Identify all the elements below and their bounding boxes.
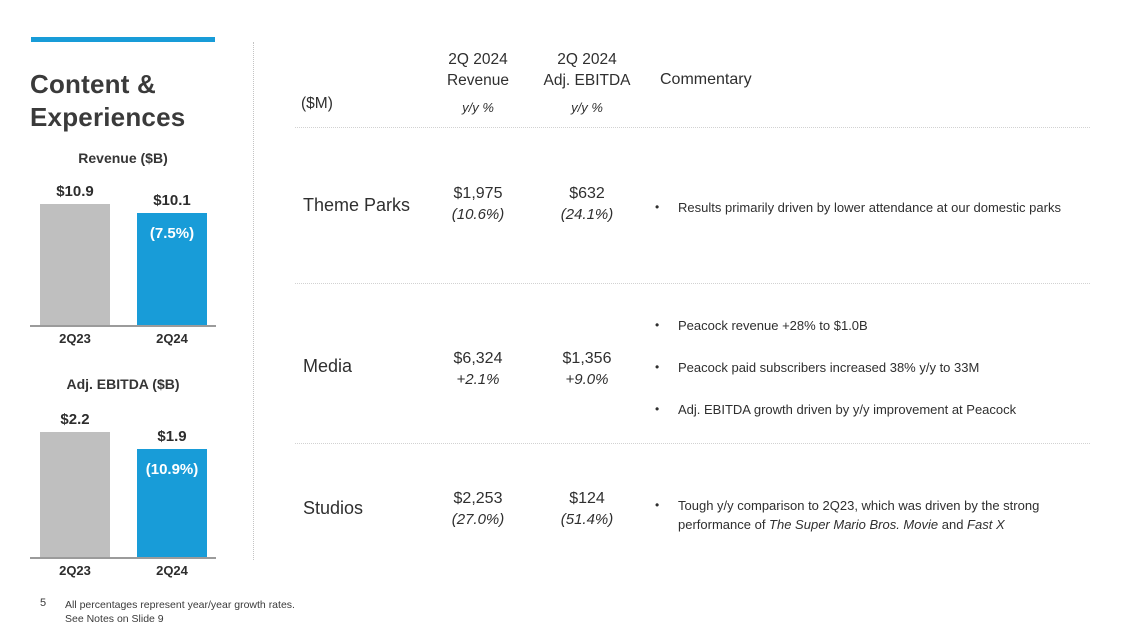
revenue-bar-2q23 (40, 204, 110, 325)
bullet-icon: • (655, 498, 660, 512)
studios-revenue-value: $2,253 (453, 490, 503, 507)
ebitda-change-label: (10.9%) (145, 461, 199, 478)
ebitda-chart: Adj. EBITDA ($B) $2.2 $1.9 (10.9%) 2Q23 … (30, 376, 216, 582)
revenue-chart: Revenue ($B) $10.9 $10.1 (7.5%) 2Q23 2Q2… (30, 150, 216, 350)
revenue-change-label: (7.5%) (149, 225, 195, 242)
revenue-chart-axis (30, 325, 216, 327)
theme-parks-commentary-text: Results primarily driven by lower attend… (678, 200, 1061, 215)
revenue-bar-value-2q23: $10.9 (56, 183, 94, 200)
footnote-line2: See Notes on Slide 9 (65, 613, 164, 625)
footnote: All percentages represent year/year grow… (65, 598, 295, 626)
studios-ebitda: $124 (51.4%) (522, 490, 652, 528)
theme-parks-ebitda-value: $632 (569, 185, 605, 202)
col-header-revenue-sub: y/y % (462, 100, 494, 115)
unit-label: ($M) (301, 95, 333, 112)
segment-label-media: Media (303, 356, 353, 376)
section-divider (253, 42, 254, 560)
row-separator (295, 283, 1090, 284)
ebitda-bar-value-2q23: $2.2 (60, 411, 90, 428)
revenue-bar-2q24: (7.5%) (137, 213, 207, 325)
studios-revenue: $2,253 (27.0%) (413, 490, 543, 528)
ebitda-chart-plot: $2.2 $1.9 (10.9%) (30, 376, 216, 557)
bullet-icon: • (655, 360, 660, 374)
col-header-revenue-line2: Revenue (446, 72, 510, 89)
ebitda-chart-axis (30, 557, 216, 559)
theme-parks-ebitda-yoy: (24.1%) (560, 206, 614, 223)
row-separator (295, 127, 1090, 128)
media-commentary-item: • Adj. EBITDA growth driven by y/y impro… (655, 400, 1090, 419)
media-ebitda-value: $1,356 (562, 350, 612, 367)
theme-parks-revenue-yoy: (10.6%) (451, 206, 505, 223)
footnote-line1: All percentages represent year/year grow… (65, 599, 295, 611)
media-revenue-value: $6,324 (453, 350, 503, 367)
media-revenue-yoy: +2.1% (456, 371, 500, 388)
media-revenue: $6,324 +2.1% (413, 350, 543, 388)
col-header-revenue: 2Q 2024 Revenue y/y % (413, 49, 543, 118)
page-number: 5 (40, 597, 47, 609)
segment-label-studios: Studios (303, 498, 364, 518)
revenue-chart-title: Revenue ($B) (78, 150, 168, 166)
bullet-icon: • (655, 318, 660, 332)
ebitda-cat-2q23: 2Q23 (59, 563, 91, 578)
accent-bar (31, 37, 215, 42)
revenue-bar-group-2q23: $10.9 (40, 183, 110, 325)
col-header-commentary: Commentary (660, 71, 752, 88)
media-commentary-text-2: Peacock paid subscribers increased 38% y… (678, 360, 980, 375)
row-separator (295, 443, 1090, 444)
ebitda-cat-2q24: 2Q24 (156, 563, 188, 578)
studios-revenue-yoy: (27.0%) (451, 511, 505, 528)
page-title: Content & Experiences (30, 68, 280, 134)
media-commentary-item: • Peacock revenue +28% to $1.0B (655, 316, 1090, 335)
ebitda-bar-2q24: (10.9%) (137, 449, 207, 557)
revenue-chart-plot: $10.9 $10.1 (7.5%) (30, 150, 216, 325)
col-header-ebitda-line2: Adj. EBITDA (543, 72, 631, 89)
media-commentary-text-3: Adj. EBITDA growth driven by y/y improve… (678, 402, 1017, 417)
studios-commentary-item: • Tough y/y comparison to 2Q23, which wa… (655, 496, 1090, 534)
page-title-line2: Experiences (30, 102, 186, 132)
ebitda-chart-title: Adj. EBITDA ($B) (66, 376, 180, 392)
col-header-revenue-line1: 2Q 2024 (448, 51, 508, 68)
ebitda-bar-group-2q24: $1.9 (10.9%) (137, 428, 207, 557)
ebitda-bar-value-2q24: $1.9 (157, 428, 187, 445)
theme-parks-ebitda: $632 (24.1%) (522, 185, 652, 223)
bullet-icon: • (655, 402, 660, 416)
col-header-ebitda: 2Q 2024 Adj. EBITDA y/y % (522, 49, 652, 118)
revenue-bar-value-2q24: $10.1 (153, 192, 191, 209)
studios-ebitda-yoy: (51.4%) (560, 511, 614, 528)
col-header-ebitda-sub: y/y % (571, 100, 603, 115)
theme-parks-commentary-item: • Results primarily driven by lower atte… (655, 198, 1090, 217)
theme-parks-revenue: $1,975 (10.6%) (413, 185, 543, 223)
revenue-cat-2q23: 2Q23 (59, 331, 91, 346)
segment-table: ($M) 2Q 2024 Revenue y/y % 2Q 2024 Adj. … (295, 40, 1090, 600)
bullet-icon: • (655, 200, 660, 214)
revenue-bar-group-2q24: $10.1 (7.5%) (137, 192, 207, 325)
ebitda-bar-2q23 (40, 432, 110, 557)
ebitda-bar-group-2q23: $2.2 (40, 411, 110, 557)
theme-parks-revenue-value: $1,975 (453, 185, 503, 202)
media-ebitda-yoy: +9.0% (565, 371, 609, 388)
page-title-line1: Content & (30, 69, 156, 99)
studios-ebitda-value: $124 (569, 490, 605, 507)
media-commentary-item: • Peacock paid subscribers increased 38%… (655, 358, 1090, 377)
studios-commentary-text: Tough y/y comparison to 2Q23, which was … (678, 498, 1040, 532)
media-commentary-text-1: Peacock revenue +28% to $1.0B (678, 318, 868, 333)
media-ebitda: $1,356 +9.0% (522, 350, 652, 388)
segment-label-theme-parks: Theme Parks (303, 195, 411, 215)
revenue-cat-2q24: 2Q24 (156, 331, 188, 346)
col-header-ebitda-line1: 2Q 2024 (557, 51, 617, 68)
